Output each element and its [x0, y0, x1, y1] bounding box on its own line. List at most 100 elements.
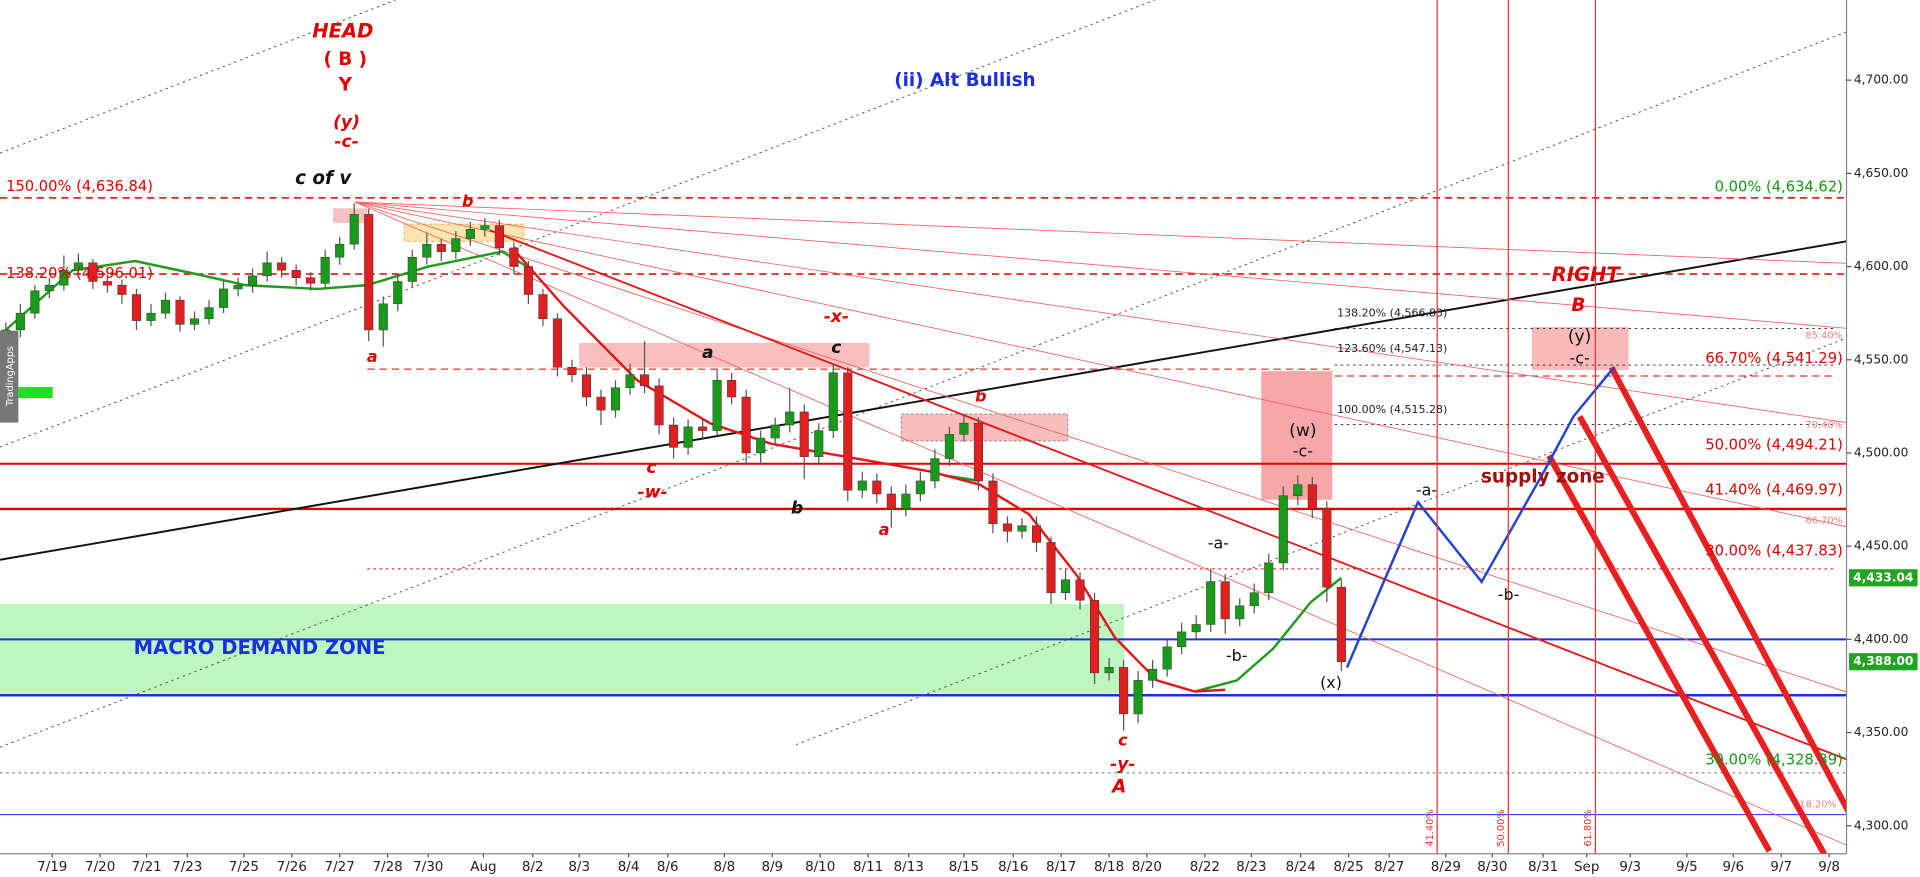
annotation: -w- [638, 482, 668, 502]
candle-body [814, 430, 824, 457]
candle-body [1191, 624, 1201, 633]
candle-body [349, 214, 359, 245]
candle-body [596, 396, 606, 411]
level-label: 41.40% (4,469.97) [1705, 482, 1843, 499]
candle-body [1307, 484, 1317, 510]
annotation: a [702, 343, 714, 363]
fan-line [355, 201, 1847, 528]
candle-body [204, 307, 214, 319]
candle-body [828, 372, 838, 431]
candle-body [959, 422, 969, 435]
candle-body [712, 380, 722, 431]
annotation: Y [338, 75, 353, 96]
candle-body [1322, 508, 1332, 588]
candle-body [886, 493, 896, 510]
annotation: c [646, 458, 656, 478]
candle-body [785, 411, 795, 426]
candle-body [683, 426, 693, 448]
level-label: 30.00% (4,328.39) [1705, 752, 1843, 769]
level-label: 123.60% (4,547.13) [1337, 342, 1447, 355]
candle-body [654, 385, 664, 426]
annotation: b [975, 386, 986, 405]
annotation: -a- [1208, 533, 1229, 552]
channel-line [795, 337, 1847, 746]
annotation: (x) [1320, 673, 1342, 692]
x-tick-label: 7/21 [131, 859, 161, 875]
x-tick-label: 8/3 [568, 859, 590, 875]
candle-body [465, 229, 475, 239]
annotation: c [1118, 731, 1128, 750]
candle-body [1119, 667, 1129, 715]
annotation: b [462, 192, 473, 211]
candle-body [131, 294, 141, 321]
candle-body [422, 243, 432, 258]
indicator-box [18, 387, 53, 399]
x-tick-label: 8/29 [1431, 859, 1461, 875]
y-tick-label: 4,500.00 [1854, 445, 1908, 459]
x-tick-label: Sep [1574, 859, 1599, 875]
fan-line [355, 201, 1847, 264]
level-label: 150.00% (4,636.84) [6, 178, 153, 195]
annotation: c [831, 338, 841, 358]
candle-body [930, 458, 940, 482]
level-label: 138.20% (4,566.83) [1337, 307, 1447, 320]
candle-body [15, 312, 25, 331]
annotation: B [1571, 295, 1585, 316]
candle-body [248, 275, 258, 286]
x-tick-label: 7/28 [372, 859, 402, 875]
annotation: (y) [333, 112, 360, 132]
candles [1, 203, 1346, 731]
trend-line [0, 240, 1847, 561]
candle-body [59, 270, 69, 286]
x-tick-label: 9/3 [1619, 859, 1641, 875]
candle-body [1206, 581, 1216, 625]
candle-body [872, 480, 882, 495]
candle-body [494, 225, 504, 249]
x-tick-label: 8/4 [618, 859, 640, 875]
x-tick-label: 8/9 [761, 859, 783, 875]
annotation: -x- [824, 307, 849, 327]
candle-body [741, 396, 751, 454]
x-tick-label: 7/23 [172, 859, 202, 875]
candle-body [88, 262, 98, 282]
pink-box [579, 342, 870, 368]
candle-body [1090, 599, 1100, 674]
candle-body [1046, 542, 1056, 594]
x-tick-label: 8/15 [949, 859, 979, 875]
annotation: -b- [1498, 585, 1520, 604]
x-tick-label: 9/5 [1676, 859, 1698, 875]
x-tick-label: 8/16 [998, 859, 1028, 875]
candle-body [1249, 592, 1259, 607]
y-axis-panel [1846, 0, 1920, 877]
candle-body [1017, 525, 1027, 532]
x-tick-label: 8/31 [1528, 859, 1558, 875]
annotation: -y- [1110, 754, 1135, 774]
candle-body [698, 426, 708, 431]
x-tick-label: 7/30 [413, 859, 443, 875]
candle-body [1002, 523, 1012, 532]
vertical-line-label: 50.00% [1496, 809, 1507, 846]
x-tick-label: 8/2 [522, 859, 544, 875]
candle-body [799, 411, 809, 457]
yellow-box [403, 223, 525, 242]
annotation: 66.70% [1806, 516, 1843, 527]
candle-body [669, 424, 679, 448]
candle-body [1104, 667, 1114, 674]
x-tick-label: 8/22 [1190, 859, 1220, 875]
candle-body [262, 262, 272, 277]
candle-body [915, 480, 925, 495]
x-tick-label: 8/17 [1046, 859, 1076, 875]
fan-line [354, 201, 1847, 693]
candle-body [219, 288, 229, 308]
candle-body [523, 266, 533, 295]
y-tick-label: 4,550.00 [1854, 352, 1908, 366]
candle-body [552, 318, 562, 368]
candle-body [1278, 495, 1288, 564]
x-tick-label: 7/26 [277, 859, 307, 875]
annotation: b [791, 498, 803, 518]
channel-line [0, 0, 1155, 448]
x-tick-label: 8/25 [1333, 859, 1363, 875]
x-tick-label: 7/19 [37, 859, 67, 875]
